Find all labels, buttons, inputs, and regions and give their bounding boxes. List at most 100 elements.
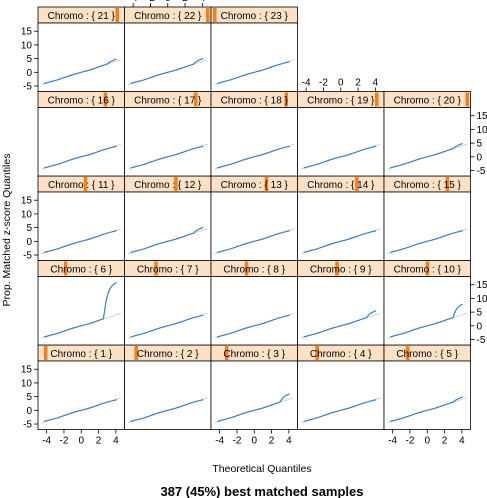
strip-marker-chromo-10	[425, 261, 430, 276]
panels-layer: Chromo : { 1 } Chromo : { 2 } Chromo : { 3…	[37, 6, 471, 430]
x-axis-col-2: -4 -2 0 2 4	[215, 429, 292, 447]
panel-frame-chromo-14	[297, 191, 385, 261]
x-axis-col-4: -4 -2 0 2 4	[388, 429, 465, 447]
panel-frame-chromo-21	[37, 22, 125, 92]
x-tick-label-col-2-0: 0	[251, 436, 257, 447]
panel-chromo-5: Chromo : { 5 }	[383, 344, 471, 430]
strip-marker-chromo-9	[335, 261, 339, 276]
panel-frame-chromo-23	[210, 22, 298, 92]
qq-line-chromo-12	[130, 226, 204, 253]
strip-label-chromo-20: Chromo : { 20 }	[394, 96, 462, 107]
strip-label-chromo-18: Chromo : { 18 }	[221, 96, 289, 107]
panel-chromo-13: Chromo : { 13 }	[210, 175, 298, 261]
y-tick-label-row-2--5: -5	[23, 251, 32, 262]
strip-marker-chromo-17	[194, 92, 198, 107]
strip-label-chromo-7: Chromo : { 7 }	[137, 265, 199, 276]
x-tick-label-col-2--4: -4	[215, 436, 224, 447]
qq-line-chromo-15	[389, 230, 463, 253]
qq-line-chromo-1	[43, 399, 117, 422]
y-tick-label-row-2-15: 15	[21, 196, 33, 207]
panel-chromo-9: Chromo : { 9 }	[297, 260, 385, 346]
panel-chromo-6: Chromo : { 6 }	[37, 260, 125, 346]
y-tick-label-row-4-5: 5	[26, 54, 32, 65]
panel-chromo-3: Chromo : { 3 }	[210, 344, 298, 430]
panel-chromo-17: Chromo : { 17 }	[124, 91, 212, 177]
qq-line-chromo-20	[389, 142, 463, 169]
x-tick-label-col-1-0: 0	[165, 0, 171, 4]
panel-frame-chromo-20	[383, 107, 471, 177]
panel-frame-chromo-19	[297, 107, 385, 177]
panel-chromo-11: Chromo : { 11 }	[37, 175, 125, 261]
strip-marker-chromo-3	[224, 346, 229, 360]
x-axis-label: Theoretical Quantiles	[212, 463, 311, 475]
y-tick-label-row-4-15: 15	[21, 27, 33, 38]
x-axis-col-3: -4 -2 0 2 4	[302, 78, 379, 92]
x-tick-label-col-0-2: 2	[96, 436, 102, 447]
y-tick-label-row-0-0: 0	[26, 406, 32, 417]
panel-frame-chromo-16	[37, 107, 125, 177]
panel-chromo-8: Chromo : { 8 }	[210, 260, 298, 346]
y-tick-label-row-2-10: 10	[21, 209, 33, 220]
strip-label-chromo-8: Chromo : { 8 }	[223, 265, 285, 276]
x-tick-label-col-0--4: -4	[42, 436, 51, 447]
strip-marker-chromo-19	[375, 92, 379, 107]
strip-label-chromo-2: Chromo : { 2 }	[137, 349, 199, 360]
panel-chromo-22: Chromo : { 22 }	[124, 6, 212, 92]
strip-label-chromo-12: Chromo : { 12 }	[134, 180, 202, 191]
x-tick-label-col-4-0: 0	[424, 436, 430, 447]
qq-line-chromo-19	[303, 145, 377, 169]
panel-frame-chromo-2	[124, 360, 212, 430]
strip-label-chromo-6: Chromo : { 6 }	[50, 265, 112, 276]
panel-chromo-20: Chromo : { 20 }	[383, 91, 471, 177]
strip-label-chromo-3: Chromo : { 3 }	[223, 349, 285, 360]
qq-line-chromo-3	[216, 393, 290, 422]
x-axis-col-1: -4 -2 0 2 4	[129, 0, 206, 7]
strip-label-chromo-4: Chromo : { 4 }	[310, 349, 372, 360]
qq-line-chromo-8	[216, 314, 290, 338]
strip-marker-chromo-21	[115, 8, 120, 22]
y-tick-label-row-0-5: 5	[26, 392, 32, 403]
strip-marker-chromo-15	[445, 177, 450, 191]
y-tick-label-row-0-15: 15	[21, 365, 33, 376]
strip-label-chromo-16: Chromo : { 16 }	[48, 96, 116, 107]
y-axis-row-0: -5 0 5 10 15	[21, 365, 38, 431]
y-tick-label-row-1--5: -5	[477, 335, 486, 346]
panel-chromo-2: Chromo : { 2 }	[124, 344, 212, 430]
y-tick-label-row-3-10: 10	[477, 125, 487, 136]
axes-layer: -5 0 5 10 15 -5 0 5 10 15 -5 0 5 10 15 -5 0 5 10 15 -5 0 5 10 15…	[21, 0, 487, 447]
y-tick-label-row-4-10: 10	[21, 40, 33, 51]
y-tick-label-row-2-5: 5	[26, 223, 32, 234]
x-tick-label-col-4-4: 4	[459, 436, 465, 447]
strip-marker-chromo-13	[264, 177, 269, 191]
panel-frame-chromo-4	[297, 360, 385, 430]
x-tick-label-col-0--2: -2	[59, 436, 68, 447]
strip-label-chromo-23: Chromo : { 23 }	[221, 11, 289, 22]
strip-label-chromo-11: Chromo : { 11 }	[48, 180, 115, 191]
qq-line-chromo-18	[216, 145, 290, 169]
panel-chromo-21: Chromo : { 21 }	[37, 6, 125, 92]
panel-frame-chromo-8	[210, 276, 298, 346]
panel-chromo-12: Chromo : { 12 }	[124, 175, 212, 261]
strip-label-chromo-15: Chromo : { 15 }	[394, 180, 462, 191]
strip-marker-chromo-1	[43, 346, 48, 360]
strip-marker-chromo-18	[284, 92, 289, 107]
y-tick-label-row-0-10: 10	[21, 378, 33, 389]
strip-label-chromo-13: Chromo : { 13 }	[221, 180, 289, 191]
strip-marker-chromo-8	[244, 261, 249, 276]
panel-chromo-4: Chromo : { 4 }	[297, 344, 385, 430]
panel-chromo-16: Chromo : { 16 }	[37, 91, 125, 177]
panel-chromo-19: Chromo : { 19 }	[297, 91, 385, 177]
panel-frame-chromo-9	[297, 276, 385, 346]
strip-label-chromo-10: Chromo : { 10 }	[394, 265, 462, 276]
x-tick-label-col-1--4: -4	[129, 0, 138, 4]
strip-marker-chromo-14	[355, 177, 359, 191]
y-axis-row-4: -5 0 5 10 15	[21, 27, 38, 93]
y-tick-label-row-3--5: -5	[477, 166, 486, 177]
panel-frame-chromo-13	[210, 191, 298, 261]
strip-marker-chromo-12	[174, 177, 178, 191]
qq-line-chromo-21	[43, 58, 117, 84]
panel-frame-chromo-1	[37, 360, 125, 430]
panel-frame-chromo-3	[210, 360, 298, 430]
chart-title: 387 (45%) best matched samples	[160, 484, 363, 498]
